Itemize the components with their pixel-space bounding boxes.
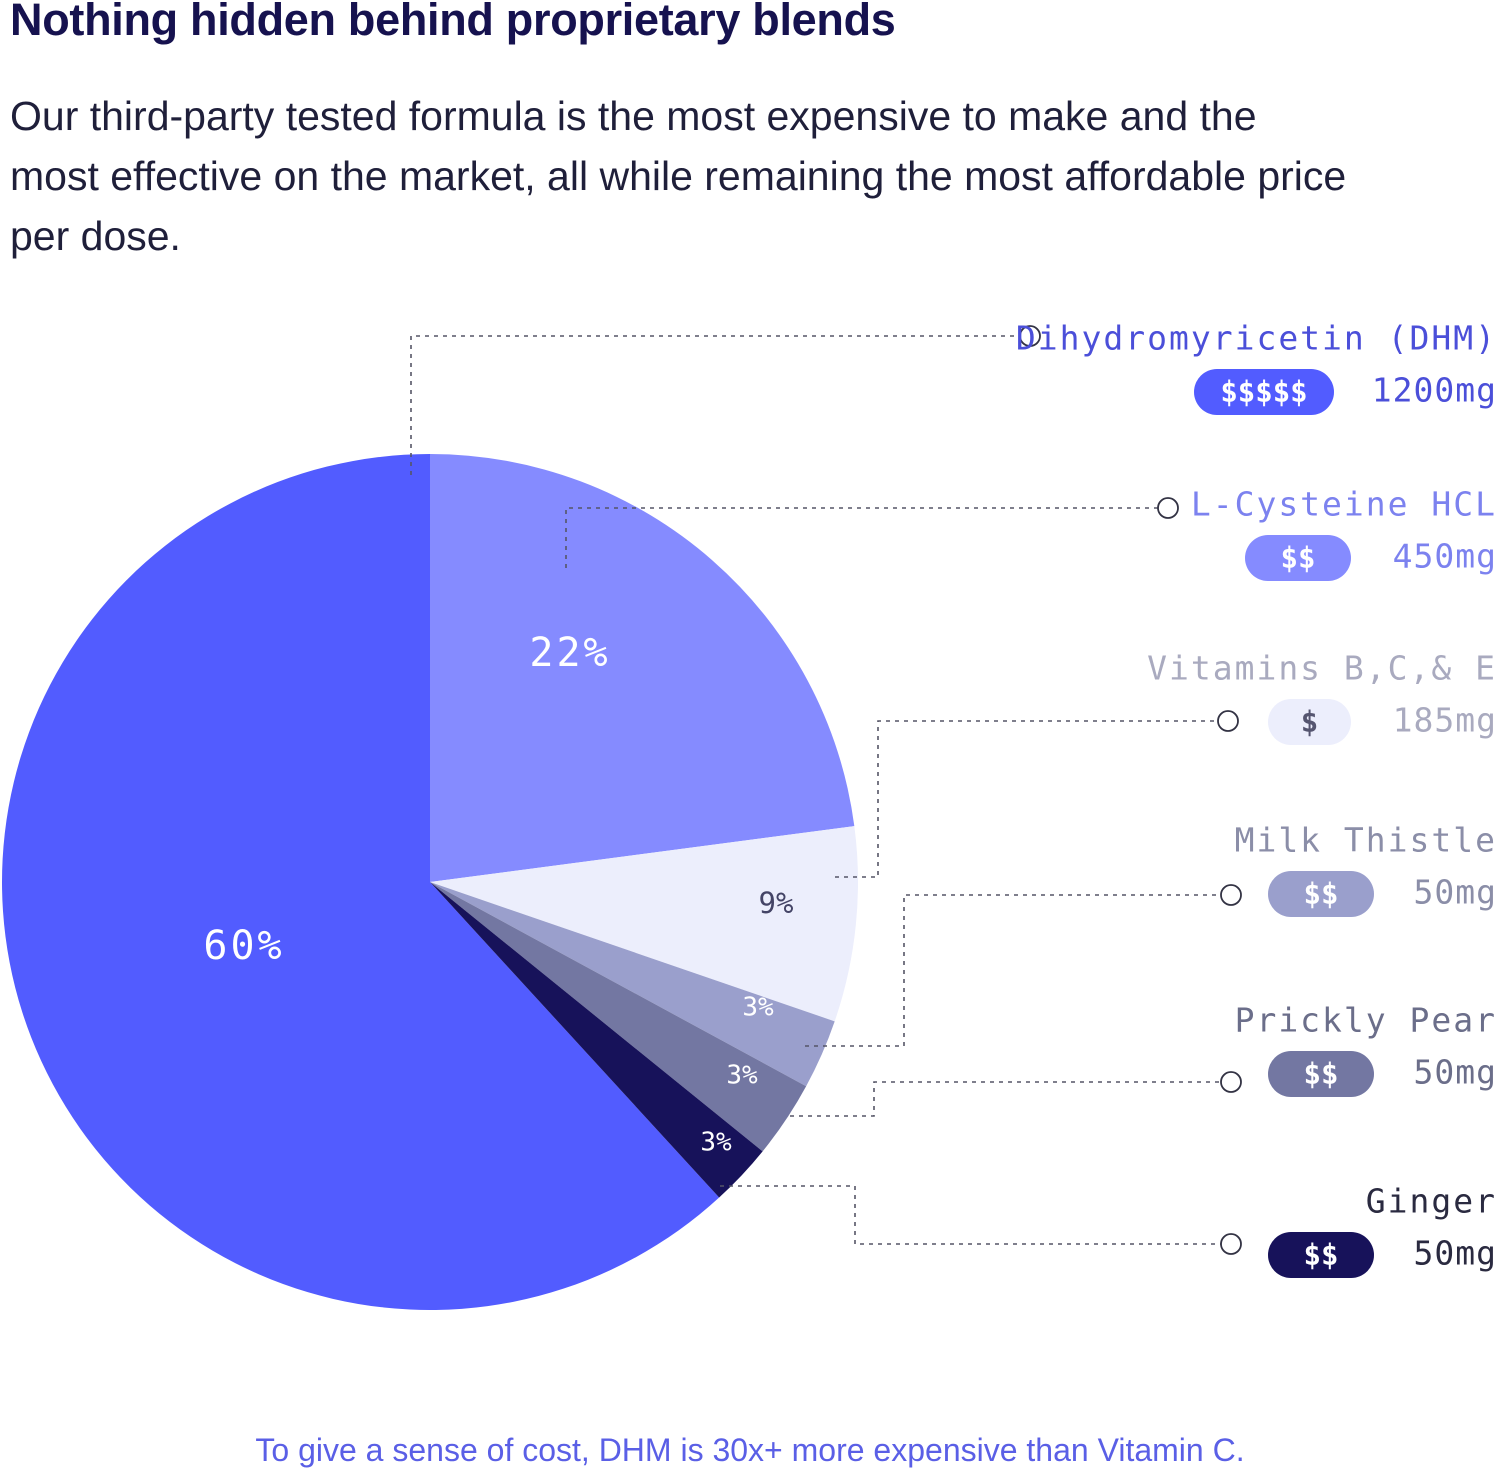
legend-cost-badge-1 xyxy=(1245,535,1351,581)
leader-endpoint-1 xyxy=(1157,497,1179,519)
legend-name-1: L-Cysteine HCL xyxy=(1191,485,1497,524)
cost-footnote: To give a sense of cost, DHM is 30x+ mor… xyxy=(255,1432,1245,1468)
legend-item-3: Milk Thistle 50mg $$ xyxy=(1235,821,1497,917)
page-subtitle: Our third-party tested formula is the mo… xyxy=(10,93,1347,259)
legend-cost-label-4: $$ xyxy=(1304,1057,1339,1091)
legend-name-3: Milk Thistle xyxy=(1235,821,1497,860)
legend-dose-3: 50mg xyxy=(1414,873,1497,912)
legend-name-4: Prickly Pear xyxy=(1235,1001,1497,1040)
legend-dose-5: 50mg xyxy=(1414,1234,1497,1273)
legend-item-2: Vitamins B,C,& E 185mg $ xyxy=(1147,649,1497,745)
legend-item-4: Prickly Pear 50mg $$ xyxy=(1235,1001,1497,1097)
legend-name-2: Vitamins B,C,& E xyxy=(1147,649,1497,688)
pie-percent-label-0: 60% xyxy=(203,923,284,969)
legend-item-5: Ginger 50mg $$ xyxy=(1268,1182,1497,1278)
pie-slice-0 xyxy=(1,454,720,1311)
legend-name-5: Ginger xyxy=(1366,1182,1497,1221)
legend-cost-badge-2 xyxy=(1268,699,1351,745)
pie-percent-label-3: 3% xyxy=(742,993,774,1023)
pie-slice-4 xyxy=(430,882,807,1152)
legend-cost-label-1: $$ xyxy=(1281,541,1316,575)
leader-endpoint-5 xyxy=(1220,1233,1242,1255)
legend-item-1: L-Cysteine HCL 450mg $$ xyxy=(1191,485,1497,581)
pie-slices xyxy=(1,454,858,1311)
page-title: Nothing hidden behind proprietary blends xyxy=(10,0,896,45)
pie-percent-label-4: 3% xyxy=(726,1061,758,1091)
legend-dose-4: 50mg xyxy=(1414,1053,1497,1092)
pie-percent-labels: 60% 22% 9% 3% 3% 3% xyxy=(203,630,793,1158)
pie-slice-5 xyxy=(430,882,763,1198)
leader-line-0 xyxy=(410,335,1020,475)
legend-cost-label-5: $$ xyxy=(1304,1238,1339,1272)
legend-item-0: Dihydromyricetin (DHM) 1200mg $$$$$ xyxy=(1016,319,1497,415)
leader-endpoint-4 xyxy=(1220,1071,1242,1093)
leader-line-5 xyxy=(720,1185,1221,1245)
pie-slice-3 xyxy=(430,882,835,1087)
leader-endpoint-0 xyxy=(1019,325,1041,347)
legend-cost-badge-0 xyxy=(1194,369,1334,415)
pie-percent-label-5: 3% xyxy=(700,1128,732,1158)
legend-cost-label-3: $$ xyxy=(1304,877,1339,911)
legend-cost-label-2: $ xyxy=(1301,705,1318,739)
pie-slice-2 xyxy=(430,826,858,1022)
legend-cost-badge-3 xyxy=(1268,871,1374,917)
pie-percent-label-2: 9% xyxy=(759,886,794,920)
ingredient-legend: Dihydromyricetin (DHM)1200mg$$$$$L-Cyste… xyxy=(1016,319,1497,1278)
leader-line-2 xyxy=(835,720,1218,878)
legend-dose-1: 450mg xyxy=(1393,537,1497,576)
legend-dose-0: 1200mg xyxy=(1372,371,1497,410)
leader-line-4 xyxy=(790,1081,1221,1117)
leader-endpoint-3 xyxy=(1220,884,1242,906)
leader-line-1 xyxy=(565,507,1158,568)
leader-endpoint-2 xyxy=(1217,710,1239,732)
legend-cost-badge-5 xyxy=(1268,1232,1374,1278)
leader-lines xyxy=(410,325,1242,1255)
legend-name-0: Dihydromyricetin (DHM) xyxy=(1016,319,1497,358)
legend-cost-badge-4 xyxy=(1268,1051,1374,1097)
legend-dose-2: 185mg xyxy=(1393,701,1497,740)
legend-cost-label-0: $$$$$ xyxy=(1220,375,1307,409)
leader-line-3 xyxy=(805,894,1221,1047)
pie-slice-1 xyxy=(430,454,855,882)
pie-percent-label-1: 22% xyxy=(529,630,610,676)
